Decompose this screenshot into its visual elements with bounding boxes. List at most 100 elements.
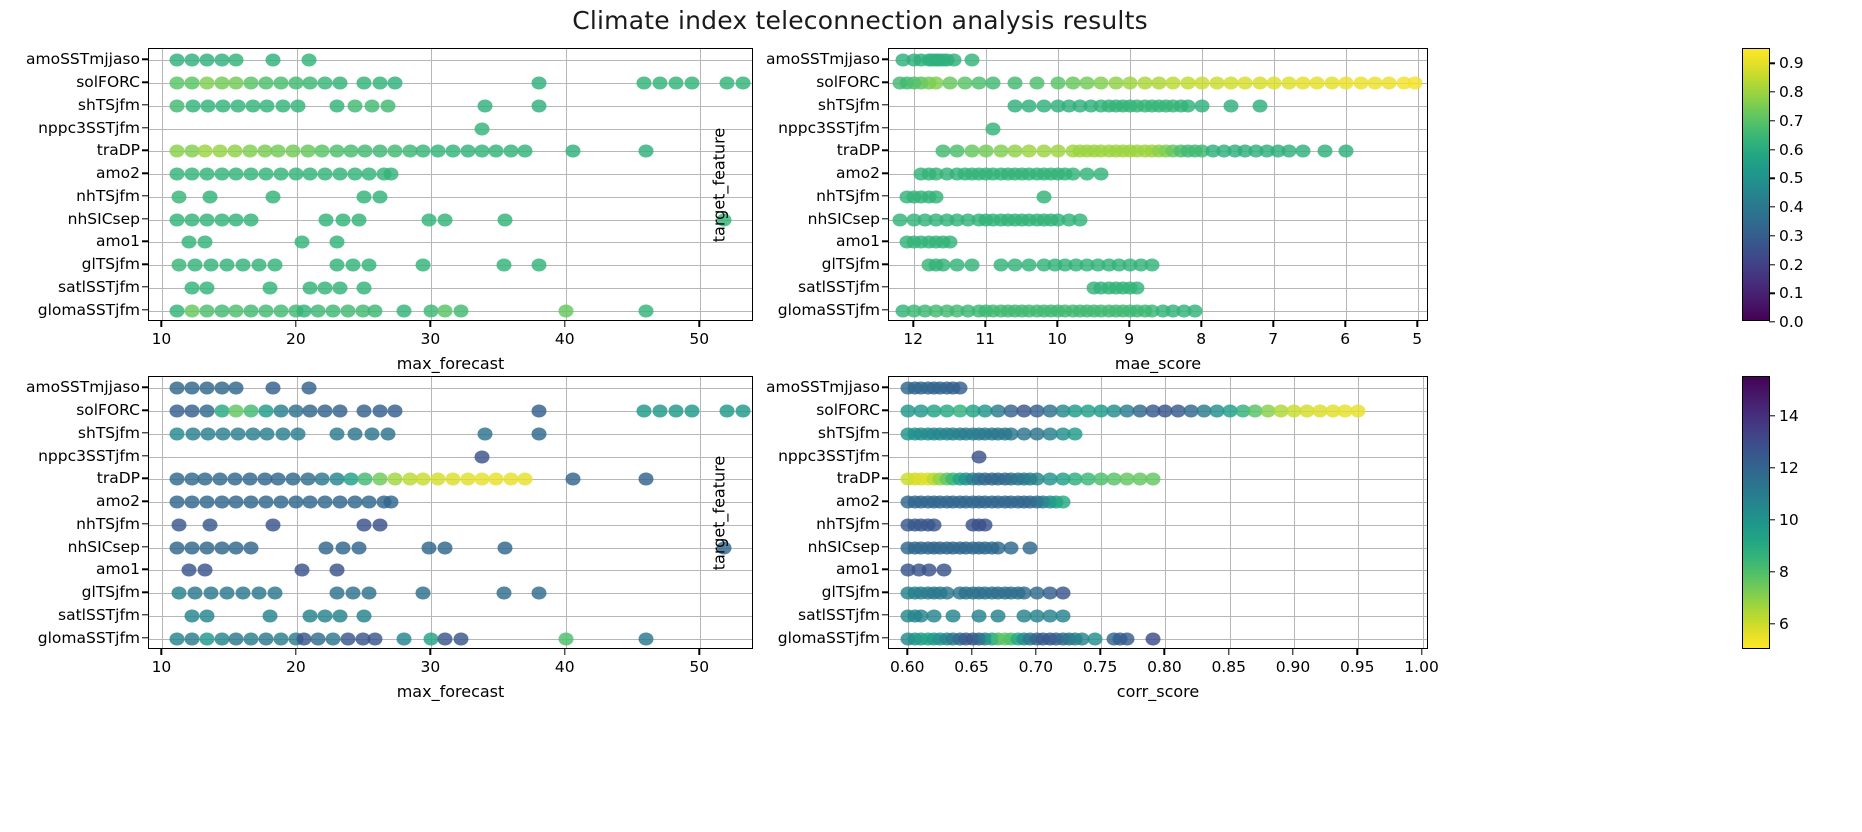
colorbar-tick-mark bbox=[1769, 415, 1775, 417]
x-gridline bbox=[1418, 49, 1420, 320]
data-point bbox=[1317, 144, 1333, 158]
y-gridline bbox=[149, 60, 752, 62]
data-point bbox=[169, 144, 185, 158]
y-gridline bbox=[889, 60, 1427, 62]
x-tick-mark bbox=[429, 649, 432, 655]
data-point bbox=[169, 99, 185, 113]
data-point bbox=[936, 563, 952, 577]
data-point bbox=[296, 304, 312, 318]
data-point bbox=[453, 304, 469, 318]
data-point bbox=[926, 518, 942, 532]
data-point bbox=[169, 632, 185, 646]
data-point bbox=[716, 541, 732, 555]
data-point bbox=[1007, 144, 1023, 158]
y-gridline bbox=[889, 174, 1427, 176]
x-tick-label: 30 bbox=[420, 658, 441, 676]
data-point bbox=[952, 404, 968, 418]
data-point bbox=[357, 144, 373, 158]
y-tick-mark bbox=[882, 545, 888, 548]
y-gridline bbox=[889, 242, 1427, 244]
data-point bbox=[1187, 304, 1203, 318]
data-point bbox=[1132, 472, 1148, 486]
y-tick-label-amo1: amo1 bbox=[96, 232, 140, 251]
data-point bbox=[445, 144, 461, 158]
y-tick-label-solFORC: solFORC bbox=[816, 73, 880, 92]
x-gridline bbox=[162, 377, 164, 648]
data-point bbox=[1074, 632, 1090, 646]
y-tick-mark bbox=[142, 286, 148, 288]
colorbar-tick-mark bbox=[1769, 321, 1775, 323]
data-point bbox=[270, 472, 286, 486]
data-point bbox=[636, 76, 652, 90]
data-point bbox=[735, 76, 751, 90]
data-point bbox=[329, 258, 345, 272]
data-point bbox=[423, 304, 439, 318]
x-tick-label: 9 bbox=[1124, 330, 1135, 348]
data-point bbox=[964, 53, 980, 67]
data-point bbox=[946, 53, 962, 67]
y-tick-label-nppc3SSTjfm: nppc3SSTjfm bbox=[38, 446, 140, 465]
data-point bbox=[364, 427, 380, 441]
data-point bbox=[372, 190, 388, 204]
x-tick-mark bbox=[698, 649, 700, 655]
data-point bbox=[197, 144, 213, 158]
y-tick-mark bbox=[142, 636, 148, 639]
data-point bbox=[928, 190, 944, 204]
data-point bbox=[372, 404, 388, 418]
data-point bbox=[716, 213, 732, 227]
y-gridline bbox=[149, 287, 752, 289]
data-point bbox=[387, 404, 403, 418]
y-tick-mark bbox=[142, 523, 148, 525]
data-point bbox=[437, 304, 453, 318]
data-point bbox=[1252, 76, 1268, 90]
y-tick-mark bbox=[142, 104, 148, 106]
data-point bbox=[460, 472, 476, 486]
data-point bbox=[169, 427, 185, 441]
y-tick-label-traDP: traDP bbox=[96, 469, 140, 488]
data-point bbox=[719, 76, 735, 90]
data-point bbox=[317, 495, 333, 509]
y-tick-mark bbox=[882, 217, 888, 220]
y-tick-label-solFORC: solFORC bbox=[76, 401, 140, 420]
data-point bbox=[273, 167, 289, 181]
data-point bbox=[668, 76, 684, 90]
y-tick-mark bbox=[882, 568, 888, 571]
data-point bbox=[638, 144, 654, 158]
data-point bbox=[668, 404, 684, 418]
data-point bbox=[184, 381, 200, 395]
data-point bbox=[971, 450, 987, 464]
plot-area bbox=[148, 376, 753, 649]
data-point bbox=[488, 144, 504, 158]
data-point bbox=[652, 404, 668, 418]
data-point bbox=[171, 518, 187, 532]
data-point bbox=[477, 99, 493, 113]
data-point bbox=[1281, 76, 1297, 90]
data-point bbox=[325, 632, 341, 646]
data-point bbox=[273, 495, 289, 509]
x-tick-label: 0.90 bbox=[1275, 658, 1311, 676]
data-point bbox=[317, 76, 333, 90]
data-point bbox=[367, 632, 383, 646]
data-point bbox=[251, 586, 267, 600]
data-point bbox=[1067, 427, 1083, 441]
y-tick-label-amoSSTmjjaso: amoSSTmjjaso bbox=[766, 50, 880, 69]
data-point bbox=[1055, 495, 1071, 509]
x-tick-mark bbox=[295, 649, 297, 655]
data-point bbox=[1209, 76, 1225, 90]
y-tick-label-satlSSTjfm: satlSSTjfm bbox=[58, 605, 140, 624]
data-point bbox=[421, 541, 437, 555]
x-tick-mark bbox=[906, 649, 908, 655]
data-point bbox=[387, 472, 403, 486]
y-tick-mark bbox=[882, 126, 888, 129]
data-point bbox=[317, 404, 333, 418]
data-point bbox=[169, 167, 185, 181]
data-point bbox=[355, 304, 371, 318]
data-point bbox=[977, 404, 993, 418]
data-point bbox=[171, 258, 187, 272]
data-point bbox=[356, 518, 372, 532]
colorbar-tick-label: 0.4 bbox=[1779, 198, 1804, 217]
y-gridline bbox=[889, 219, 1427, 221]
data-point bbox=[228, 381, 244, 395]
data-point bbox=[1021, 99, 1037, 113]
colorbar-tick-mark bbox=[1769, 148, 1775, 151]
